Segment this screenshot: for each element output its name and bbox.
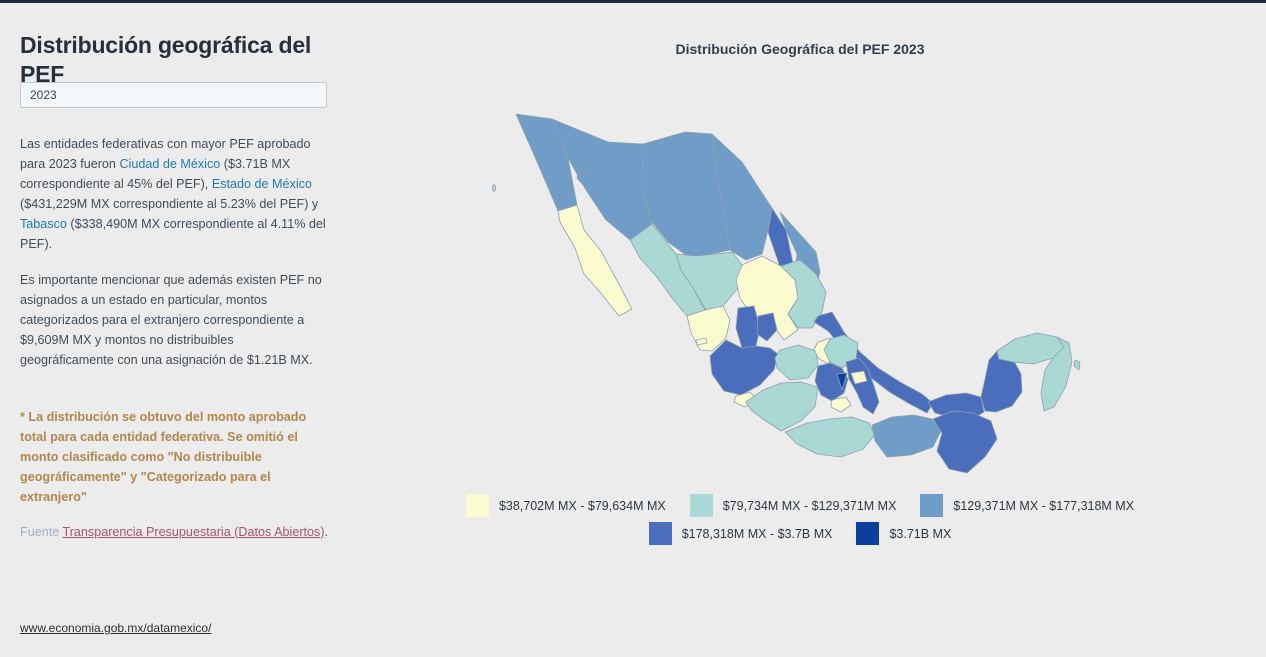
secondary-paragraph: Es importante mencionar que además exist… bbox=[20, 272, 322, 367]
paragraph-text: Las entidades federativas con mayor PEF … bbox=[20, 136, 311, 171]
source-link[interactable]: Transparencia Presupuestaria (Datos Abie… bbox=[62, 524, 325, 539]
legend-swatch-4[interactable] bbox=[648, 522, 672, 545]
paragraph-text: ($431,229M MX correspondiente al 5.23% d… bbox=[20, 196, 319, 211]
state-baja-california-sur[interactable] bbox=[557, 204, 633, 317]
legend-item-3[interactable]: $129,371M MX - $177,318M MX bbox=[920, 494, 1134, 517]
state-quintana-roo[interactable] bbox=[1040, 336, 1073, 412]
year-select-value: 2023 bbox=[30, 88, 57, 102]
state-campeche[interactable] bbox=[980, 350, 1023, 413]
state-oaxaca[interactable] bbox=[871, 414, 942, 458]
mexico-choropleth-map bbox=[480, 102, 1100, 490]
legend-item-2[interactable]: $79,734M MX - $129,371M MX bbox=[689, 494, 897, 517]
source-line: Fuente Transparencia Presupuestaria (Dat… bbox=[20, 522, 329, 542]
state-puebla[interactable] bbox=[845, 357, 880, 415]
state-michoacan[interactable] bbox=[745, 381, 819, 432]
isla-cozumel[interactable] bbox=[1073, 359, 1081, 371]
state-estado-de-mexico[interactable] bbox=[814, 362, 849, 402]
state-coahuila[interactable] bbox=[711, 133, 773, 261]
state-guerrero[interactable] bbox=[784, 416, 876, 458]
source-suffix: . bbox=[324, 524, 329, 539]
legend-label-2: $79,734M MX - $129,371M MX bbox=[722, 498, 897, 513]
chart-title: Distribución Geográfica del PEF 2023 bbox=[675, 41, 925, 57]
summary-paragraph: Las entidades federativas con mayor PEF … bbox=[20, 134, 329, 254]
state-chiapas[interactable] bbox=[932, 410, 998, 474]
state-tlaxcala[interactable] bbox=[850, 370, 868, 385]
map-legend: $38,702M MX - $79,634M MX $79,734M MX - … bbox=[465, 494, 1134, 545]
link-estado-de-mexico[interactable]: Estado de México bbox=[211, 176, 312, 191]
islas-marias[interactable] bbox=[695, 337, 708, 346]
legend-item-4[interactable]: $178,318M MX - $3.7B MX bbox=[648, 522, 833, 545]
state-guanajuato[interactable] bbox=[774, 344, 819, 381]
paragraph-text: ($338,490M MX correspondiente al 4.11% d… bbox=[20, 216, 326, 251]
legend-swatch-1[interactable] bbox=[465, 494, 489, 517]
state-san-luis-potosi[interactable] bbox=[780, 259, 827, 329]
legend-row-1: $38,702M MX - $79,634M MX $79,734M MX - … bbox=[454, 494, 1146, 517]
isla-guadalupe bbox=[491, 184, 496, 192]
page-title: Distribución geográfica del PEF bbox=[20, 32, 312, 88]
legend-label-5: $3.71B MX bbox=[889, 526, 952, 541]
legend-swatch-2[interactable] bbox=[689, 494, 713, 517]
state-morelos[interactable] bbox=[830, 396, 852, 413]
footer-url-link[interactable]: www.economia.gob.mx/datamexico/ bbox=[20, 621, 212, 635]
top-accent-bar bbox=[0, 0, 1266, 3]
year-select[interactable]: 2023 bbox=[20, 82, 327, 108]
legend-row-2: $178,318M MX - $3.7B MX $3.71B MX bbox=[637, 522, 964, 545]
legend-label-4: $178,318M MX - $3.7B MX bbox=[681, 526, 833, 541]
link-ciudad-de-mexico[interactable]: Ciudad de México bbox=[119, 156, 221, 171]
state-jalisco[interactable] bbox=[709, 339, 779, 396]
legend-item-5[interactable]: $3.71B MX bbox=[856, 522, 951, 545]
map-svg bbox=[491, 113, 1081, 474]
state-chihuahua[interactable] bbox=[641, 131, 731, 259]
legend-label-1: $38,702M MX - $79,634M MX bbox=[498, 498, 666, 513]
link-tabasco[interactable]: Tabasco bbox=[20, 216, 67, 231]
source-label: Fuente bbox=[20, 524, 60, 539]
methodology-note: * La distribución se obtuvo del monto ap… bbox=[20, 409, 307, 504]
legend-label-3: $129,371M MX - $177,318M MX bbox=[953, 498, 1135, 513]
state-aguascalientes[interactable] bbox=[756, 312, 778, 342]
state-ciudad-de-mexico[interactable] bbox=[836, 372, 848, 391]
legend-item-1[interactable]: $38,702M MX - $79,634M MX bbox=[465, 494, 666, 517]
paragraph-text: ($3.71B MX correspondiente al 45% del PE… bbox=[20, 156, 291, 191]
isla-tiburon[interactable] bbox=[576, 167, 586, 186]
legend-swatch-5[interactable] bbox=[856, 522, 880, 545]
legend-swatch-3[interactable] bbox=[920, 494, 944, 517]
